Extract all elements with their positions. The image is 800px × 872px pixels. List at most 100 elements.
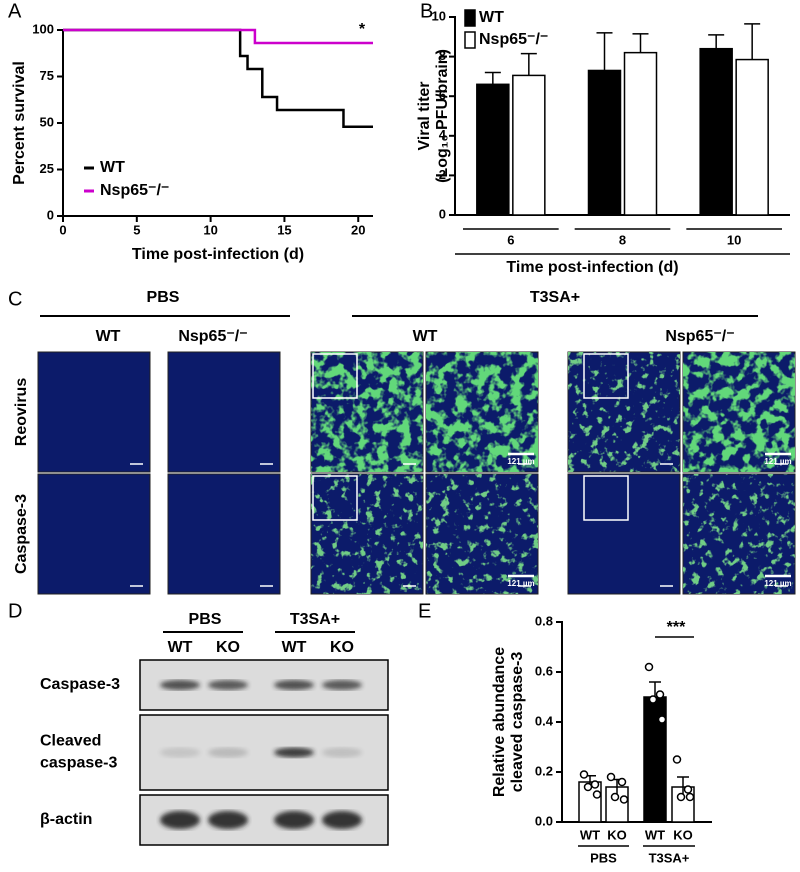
fluorescence: [568, 352, 680, 472]
x-tick-label: KO: [673, 827, 693, 842]
data-point: [579, 770, 589, 779]
bar: [476, 83, 510, 216]
survival-curve: [63, 28, 373, 45]
lane-label: WT: [282, 639, 307, 656]
inset-box: [312, 475, 358, 521]
lane-label: KO: [216, 639, 240, 656]
x-tick-label: KO: [607, 827, 627, 842]
column-label: Nsp65⁻/⁻: [665, 328, 734, 345]
panel-letter: E: [418, 600, 431, 622]
legend-swatch: [464, 31, 476, 49]
bar: [587, 69, 622, 216]
data-point: [672, 755, 682, 764]
y-axis-label: Percent survival: [11, 61, 28, 185]
y-tick-label: 25: [40, 161, 54, 176]
x-tick-label: 8: [619, 232, 626, 247]
micrograph: [37, 351, 151, 473]
x-tick-label: 5: [133, 222, 140, 237]
y-axis-label: Relative abundance: [491, 647, 508, 797]
bar: [623, 51, 658, 216]
data-point: [657, 715, 667, 724]
y-tick-label: 0.4: [535, 713, 554, 728]
band: [274, 747, 314, 758]
y-axis-label: (Log₁₀ PFU/brain): [434, 49, 451, 183]
group-label: T3SA+: [649, 850, 690, 865]
row-label: β-actin: [40, 811, 92, 828]
y-tick-label: 0.0: [535, 813, 553, 828]
band: [274, 680, 314, 690]
fluorescence: [683, 352, 795, 472]
band: [274, 811, 314, 829]
lane-label: KO: [330, 639, 354, 656]
y-tick-label: 0.6: [535, 663, 553, 678]
scale-label: 121 µm: [507, 579, 534, 588]
group-label: T3SA+: [530, 289, 580, 306]
y-tick-label: 8: [439, 48, 446, 63]
legend-label: Nsp65⁻/⁻: [100, 182, 169, 199]
scale-label: 121 µm: [764, 457, 791, 466]
data-point: [592, 790, 602, 799]
inset-box: [583, 353, 629, 399]
y-tick-label: 0: [439, 206, 446, 221]
lane-label: WT: [168, 639, 193, 656]
data-point: [619, 795, 629, 804]
column-label: WT: [96, 328, 121, 345]
y-tick-label: 2: [439, 167, 446, 182]
x-axis-label: Time post-infection (d): [506, 259, 678, 276]
y-tick-label: 10: [432, 8, 446, 23]
panel-letter: C: [8, 288, 22, 310]
data-point: [683, 785, 693, 794]
y-tick-label: 0.2: [535, 763, 553, 778]
fluorescence: [683, 474, 795, 594]
row-label: caspase-3: [40, 755, 117, 772]
panel-letter: D: [8, 600, 22, 622]
band: [208, 747, 248, 758]
data-point: [685, 792, 695, 802]
x-tick-label: WT: [580, 827, 600, 842]
y-axis-label: Viral titer: [416, 81, 433, 150]
group-label: PBS: [189, 611, 222, 628]
y-tick-label: 100: [32, 21, 54, 36]
data-point: [617, 777, 627, 787]
y-tick-label: 0: [47, 207, 54, 222]
band: [208, 811, 248, 829]
band: [208, 680, 248, 690]
row-label: Caspase-3: [40, 676, 120, 693]
data-point: [644, 662, 654, 672]
micrograph: [567, 473, 681, 595]
band: [160, 680, 200, 690]
panel-letter: B: [420, 0, 433, 22]
fluorescence: [311, 352, 423, 472]
legend-label: Nsp65⁻/⁻: [479, 31, 548, 48]
inset-box: [583, 475, 629, 521]
panel-letter: A: [8, 0, 22, 22]
legend-label: WT: [100, 159, 125, 176]
x-tick-label: 10: [727, 232, 741, 247]
row-label: Cleaved: [40, 733, 101, 750]
fluorescence: [426, 352, 538, 472]
group-label: PBS: [590, 850, 617, 865]
band: [160, 747, 200, 758]
x-axis-label: Time post-infection (d): [132, 246, 304, 263]
column-label: WT: [413, 328, 438, 345]
band: [160, 811, 200, 829]
data-point: [583, 782, 593, 792]
y-tick-label: 6: [439, 88, 446, 103]
band: [322, 811, 362, 829]
x-tick-label: 15: [277, 222, 291, 237]
data-point: [676, 792, 686, 802]
row-label: Reovirus: [13, 378, 30, 447]
bar: [699, 47, 733, 216]
data-point: [648, 695, 658, 704]
annotation: ***: [667, 619, 686, 636]
bar: [512, 74, 546, 216]
annotation: *: [359, 21, 366, 38]
data-point: [655, 690, 665, 699]
bar: [735, 58, 769, 216]
x-tick-label: WT: [645, 827, 665, 842]
y-tick-label: 0.8: [535, 613, 553, 628]
legend-swatch: [464, 9, 476, 27]
y-tick-label: 75: [40, 68, 54, 83]
inset-box: [312, 353, 358, 399]
